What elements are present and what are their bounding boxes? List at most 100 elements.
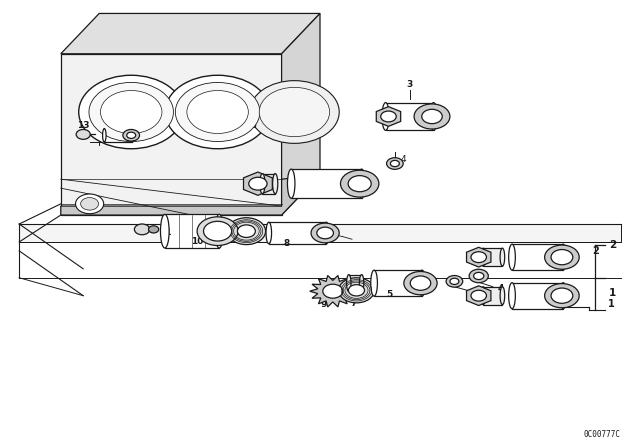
Ellipse shape [430,103,437,130]
Text: 9: 9 [320,300,326,309]
Ellipse shape [481,248,486,266]
Text: 3: 3 [406,80,413,89]
Text: 6: 6 [250,121,256,130]
Circle shape [227,218,266,245]
Ellipse shape [102,129,106,142]
Ellipse shape [347,275,351,292]
Circle shape [197,217,238,246]
Ellipse shape [382,103,389,130]
Ellipse shape [260,174,265,194]
Circle shape [471,290,486,301]
Circle shape [469,269,488,283]
Circle shape [545,245,579,269]
Polygon shape [512,283,563,309]
Circle shape [148,226,159,233]
Polygon shape [61,13,320,54]
Polygon shape [512,244,563,270]
Text: 2: 2 [592,246,598,256]
Circle shape [545,284,579,308]
Ellipse shape [500,287,505,305]
Polygon shape [104,129,132,142]
Circle shape [404,271,437,295]
Polygon shape [483,287,502,305]
Ellipse shape [287,169,295,198]
Ellipse shape [161,214,169,248]
Ellipse shape [358,169,365,198]
Text: 4: 4 [472,288,479,297]
Polygon shape [291,169,362,198]
Ellipse shape [419,270,426,296]
Circle shape [123,129,140,141]
Circle shape [348,284,365,296]
Polygon shape [483,248,502,266]
Ellipse shape [131,129,134,142]
Circle shape [381,111,396,122]
Polygon shape [19,224,621,242]
Circle shape [414,104,450,129]
Circle shape [134,224,150,235]
Polygon shape [61,175,320,215]
Text: 0C00777C: 0C00777C [584,430,621,439]
Text: 7: 7 [246,238,253,247]
Ellipse shape [360,275,364,292]
Text: 4: 4 [401,155,406,164]
Circle shape [551,250,573,265]
Circle shape [348,176,371,192]
Text: 11: 11 [159,228,172,237]
Circle shape [474,272,484,280]
Polygon shape [349,275,362,292]
Circle shape [387,158,403,169]
Circle shape [89,82,173,142]
Circle shape [259,87,330,137]
Circle shape [249,177,267,190]
Polygon shape [374,270,422,296]
Circle shape [100,90,162,134]
Ellipse shape [215,214,223,248]
Polygon shape [282,13,320,215]
Polygon shape [467,286,491,306]
Text: 12: 12 [120,121,133,130]
Circle shape [127,132,136,138]
Text: 1: 1 [608,299,614,309]
Polygon shape [467,247,491,267]
Circle shape [237,225,255,237]
Circle shape [79,75,184,149]
Ellipse shape [273,174,278,194]
Circle shape [446,276,463,287]
Text: 13: 13 [77,121,90,130]
Circle shape [187,90,248,134]
Text: 5: 5 [386,290,392,299]
Circle shape [175,82,260,142]
Polygon shape [385,103,434,130]
Ellipse shape [266,222,271,244]
Circle shape [76,194,104,214]
Text: 7: 7 [350,299,356,308]
Circle shape [165,75,270,149]
Circle shape [311,223,339,243]
Circle shape [317,227,333,239]
Circle shape [339,278,374,303]
Ellipse shape [481,287,486,305]
Text: 4: 4 [498,284,504,293]
Circle shape [340,170,379,197]
Polygon shape [376,107,401,126]
Polygon shape [269,222,326,244]
Text: 8: 8 [284,239,290,248]
Text: 10: 10 [191,237,204,246]
Circle shape [422,109,442,124]
Circle shape [551,288,573,303]
Circle shape [81,198,99,210]
Ellipse shape [509,244,515,270]
Circle shape [390,160,399,167]
Polygon shape [61,54,282,215]
Circle shape [204,221,232,241]
Polygon shape [165,215,219,248]
Text: 2: 2 [609,240,617,250]
Ellipse shape [324,222,329,244]
Polygon shape [262,174,275,194]
Ellipse shape [560,244,566,270]
Circle shape [450,278,459,284]
Circle shape [410,276,431,290]
Polygon shape [243,172,273,195]
Ellipse shape [560,283,566,309]
